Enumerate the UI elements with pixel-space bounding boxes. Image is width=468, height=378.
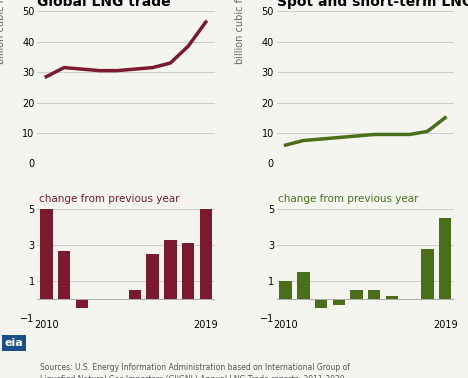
Bar [350,290,363,299]
Bar [386,296,398,299]
Text: change from previous year: change from previous year [278,194,419,203]
Text: change from previous year: change from previous year [39,194,180,203]
Text: Spot and short-term LNG trade: Spot and short-term LNG trade [277,0,468,9]
Bar [182,243,194,299]
Bar [58,251,70,299]
Bar [146,254,159,299]
Bar [297,272,309,299]
Bar [75,299,88,308]
Bar [164,240,176,299]
Y-axis label: billion cubic feet per day: billion cubic feet per day [235,0,245,64]
Bar [200,200,212,299]
Y-axis label: billion cubic feet per day: billion cubic feet per day [0,0,6,64]
Text: Sources: U.S. Energy Information Administration based on International Group of
: Sources: U.S. Energy Information Adminis… [40,363,350,378]
Bar [40,209,52,299]
Text: eia: eia [5,338,23,348]
Bar [129,290,141,299]
Bar [368,290,380,299]
Bar [333,299,345,305]
Bar [439,218,451,299]
Bar [315,299,327,308]
Text: Global LNG trade: Global LNG trade [37,0,171,9]
Bar [279,281,292,299]
Bar [421,249,433,299]
